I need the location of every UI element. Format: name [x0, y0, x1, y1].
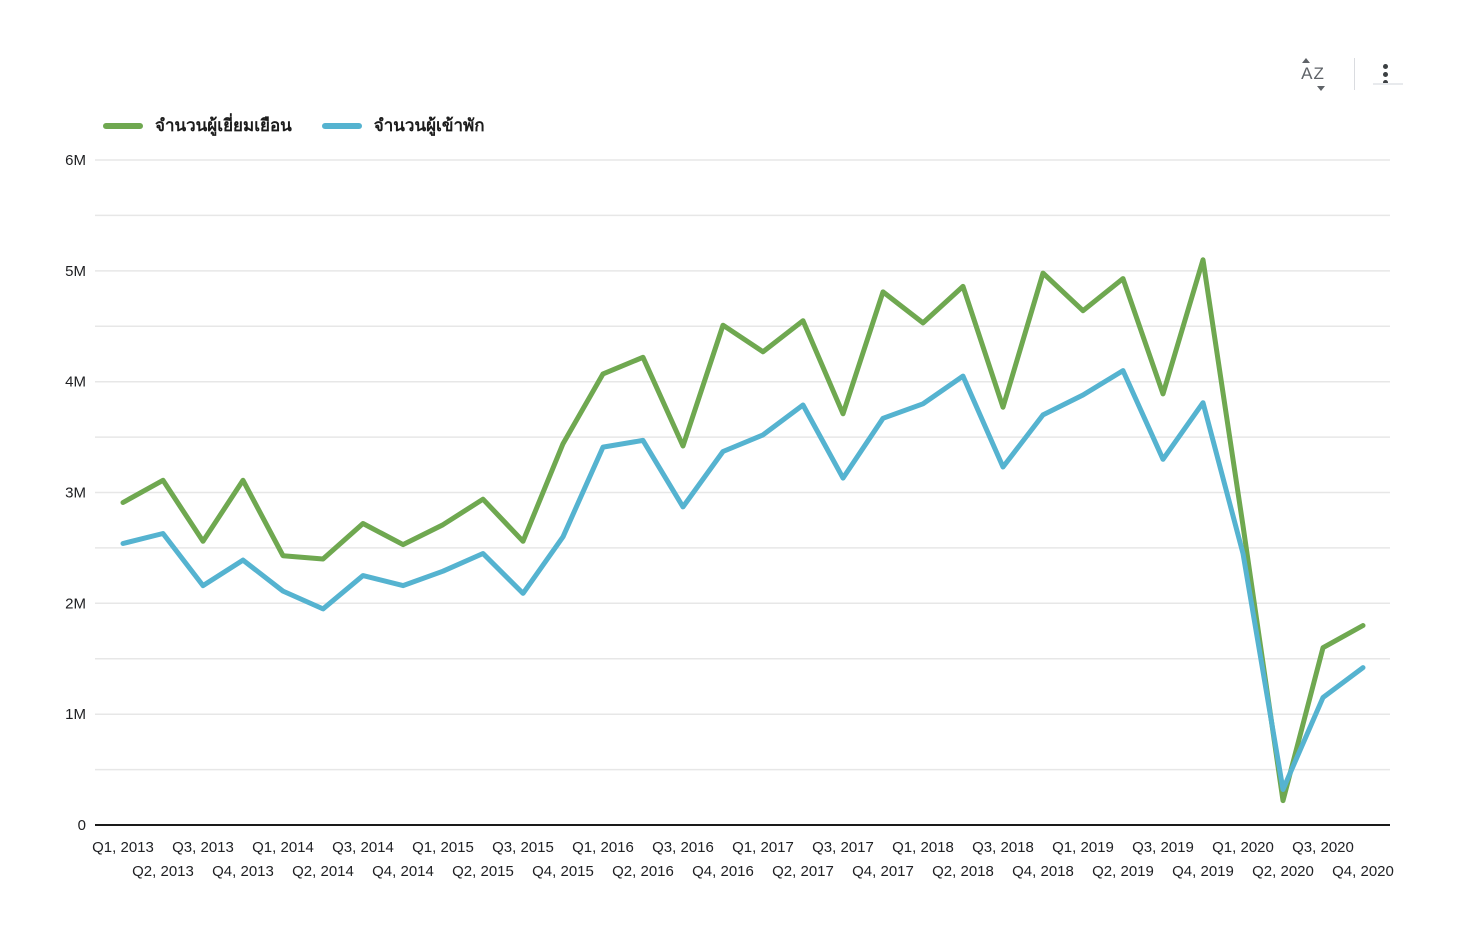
y-axis-label: 6M: [65, 152, 86, 169]
kebab-dot: [1382, 63, 1388, 69]
y-axis-label: 1M: [65, 706, 86, 723]
legend-item-visitors[interactable]: จำนวนผู้เยี่ยมเยือน: [103, 116, 292, 136]
x-axis-label: Q4, 2013: [212, 863, 274, 880]
sort-az-label: AZ: [1301, 64, 1325, 83]
visitors-series-label: จำนวนผู้เยี่ยมเยือน: [155, 116, 292, 135]
x-axis-label: Q3, 2020: [1292, 839, 1354, 856]
toolbar-underline: [1373, 83, 1403, 85]
chart-legend: จำนวนผู้เยี่ยมเยือน จำนวนผู้เข้าพัก: [103, 116, 485, 136]
x-axis-label: Q2, 2017: [772, 863, 834, 880]
sort-az-icon[interactable]: AZ: [1290, 57, 1336, 91]
guests-series-swatch: [321, 123, 362, 130]
x-axis-label: Q2, 2016: [612, 863, 674, 880]
kebab-dot: [1382, 79, 1388, 85]
series-line-guests: [120, 368, 1366, 792]
x-axis-label: Q4, 2019: [1172, 863, 1234, 880]
x-axis-label: Q3, 2015: [492, 839, 554, 856]
x-axis-label: Q4, 2018: [1012, 863, 1074, 880]
more-options-icon[interactable]: [1371, 57, 1399, 91]
x-axis-label: Q2, 2019: [1092, 863, 1154, 880]
chart-toolbar: AZ: [1290, 54, 1399, 94]
guests-series-label: จำนวนผู้เข้าพัก: [373, 116, 485, 135]
x-axis-label: Q1, 2019: [1052, 839, 1114, 856]
x-axis-label: Q3, 2018: [972, 839, 1034, 856]
x-axis-label: Q2, 2014: [292, 863, 354, 880]
y-axis-label: 2M: [65, 595, 86, 612]
x-axis-label: Q4, 2017: [852, 863, 914, 880]
x-axis-label: Q1, 2015: [412, 839, 474, 856]
x-axis-label: Q3, 2016: [652, 839, 714, 856]
series-line-visitors: [120, 257, 1366, 804]
sort-ascending-arrow-icon: [1302, 58, 1310, 63]
x-axis-label: Q1, 2013: [92, 839, 154, 856]
legend-item-guests[interactable]: จำนวนผู้เข้าพัก: [321, 116, 485, 136]
y-axis-label: 0: [78, 817, 86, 834]
x-axis-label: Q1, 2018: [892, 839, 954, 856]
x-axis-label: Q3, 2013: [172, 839, 234, 856]
x-axis-label: Q1, 2020: [1212, 839, 1274, 856]
x-axis-label: Q3, 2014: [332, 839, 394, 856]
x-axis-label: Q1, 2014: [252, 839, 314, 856]
visitors-series-swatch: [103, 123, 143, 130]
x-axis-label: Q3, 2017: [812, 839, 874, 856]
x-axis-label: Q2, 2018: [932, 863, 994, 880]
sort-descending-arrow-icon: [1317, 86, 1325, 91]
x-axis-label: Q4, 2016: [692, 863, 754, 880]
y-axis-label: 3M: [65, 485, 86, 502]
x-axis-label: Q4, 2015: [532, 863, 594, 880]
y-axis-label: 4M: [65, 374, 86, 391]
x-axis-label: Q4, 2020: [1332, 863, 1394, 880]
x-axis-label: Q1, 2017: [732, 839, 794, 856]
x-axis-label: Q4, 2014: [372, 863, 434, 880]
x-axis-label: Q2, 2020: [1252, 863, 1314, 880]
toolbar-divider: [1354, 58, 1355, 90]
x-axis-label: Q3, 2019: [1132, 839, 1194, 856]
x-axis-label: Q2, 2015: [452, 863, 514, 880]
y-axis-label: 5M: [65, 263, 86, 280]
kebab-dot: [1382, 71, 1388, 77]
x-axis-label: Q2, 2013: [132, 863, 194, 880]
x-axis-label: Q1, 2016: [572, 839, 634, 856]
